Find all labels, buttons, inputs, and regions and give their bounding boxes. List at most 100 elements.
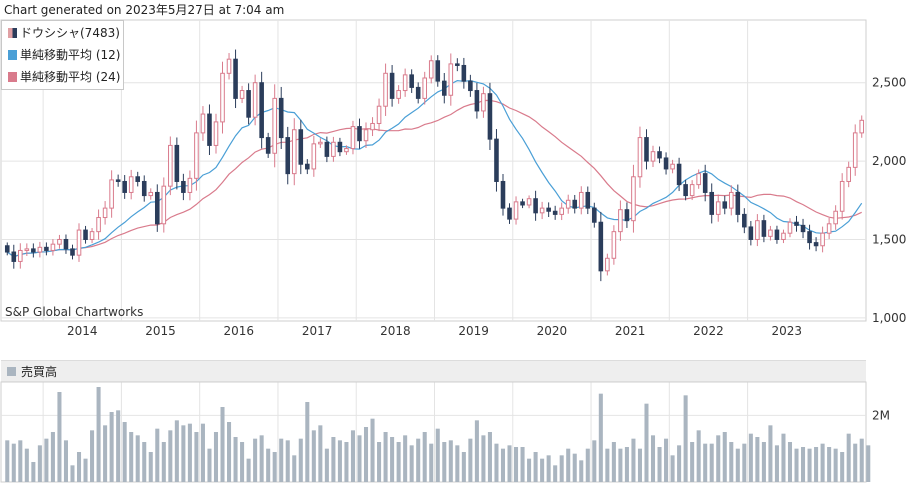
candle-body [618, 209, 623, 233]
volume-bar [213, 432, 219, 482]
year-tick-label: 2022 [693, 324, 724, 338]
volume-bar [853, 443, 858, 482]
year-tick-label: 2016 [224, 324, 255, 338]
volume-bar [540, 458, 545, 482]
volume-bar [546, 455, 551, 482]
candle-body [181, 180, 186, 193]
candle-body [285, 137, 291, 175]
volume-bar [742, 443, 747, 482]
year-tick-label: 2023 [771, 324, 802, 338]
candle-body [70, 248, 75, 256]
price-tick-label: 1,500 [872, 232, 906, 246]
candle-body [252, 82, 258, 118]
volume-bar [377, 442, 382, 482]
volume-bar [500, 448, 506, 482]
candle-body [709, 191, 715, 215]
candle-body [500, 180, 506, 209]
volume-y-axis: 2M [872, 408, 890, 422]
volume-bar [194, 432, 199, 482]
candle-body [813, 242, 819, 247]
volume-bar [50, 432, 55, 482]
volume-bar [520, 447, 525, 482]
candle-body [833, 210, 838, 225]
candle-body [11, 251, 17, 262]
volume-bar [57, 392, 62, 482]
volume-bar [350, 430, 355, 482]
candle-body [220, 72, 225, 123]
volume-bar [461, 452, 466, 482]
price-tick-label: 2,500 [872, 76, 906, 90]
volume-bar [298, 438, 303, 482]
candle-body [787, 221, 793, 234]
candle-body [318, 141, 323, 145]
sma-24-polyline [6, 99, 862, 258]
candle-body [676, 163, 682, 186]
year-tick-label: 2019 [458, 324, 489, 338]
candle-body [422, 77, 428, 99]
legend-label-sma-12: 単純移動平均 (12) [20, 48, 121, 62]
sma-12-line [6, 79, 863, 258]
candle-body [148, 191, 154, 197]
candle-body [650, 151, 656, 162]
candle-body [761, 220, 767, 237]
candle-body [807, 231, 812, 244]
candle-body [728, 191, 734, 209]
volume-bar [840, 452, 845, 482]
volume-bar [474, 420, 479, 482]
price-plot-frame [0, 19, 867, 322]
volume-bar [422, 432, 427, 482]
volume-panel-header: 売買高 [1, 360, 866, 382]
candle-body [748, 226, 754, 240]
candle-body [402, 74, 408, 92]
volume-bar [768, 425, 773, 482]
candle-body [233, 58, 238, 99]
legend-item-sma-12[interactable]: 単純移動平均 (12) [8, 46, 120, 62]
price-tick-label: 1,000 [872, 311, 906, 325]
volume-bar [122, 422, 127, 482]
candle-body [820, 232, 825, 247]
candle-body [670, 163, 675, 170]
legend-item-price[interactable]: ドウシシャ(7483) [8, 24, 120, 40]
candle-body [376, 105, 382, 124]
candle-body [624, 209, 630, 222]
volume-bar [272, 452, 277, 482]
volume-bar [820, 443, 825, 482]
sma-24-line [6, 99, 862, 258]
volume-bar [755, 437, 760, 482]
candle-body [474, 90, 480, 112]
candle-body [31, 248, 36, 253]
volume-bar [37, 445, 42, 482]
candle-body [846, 166, 851, 182]
volume-bar [859, 438, 864, 482]
candle-body [389, 72, 395, 99]
candle-body [631, 176, 636, 222]
volume-bar [683, 395, 688, 482]
volume-bar [148, 452, 153, 482]
volume-bar [292, 455, 297, 482]
candle-body [559, 207, 564, 215]
legend-item-sma-24[interactable]: 単純移動平均 (24) [8, 68, 120, 84]
volume-plot-frame [0, 381, 867, 483]
volume-bar [827, 447, 832, 482]
candle-body [37, 246, 43, 253]
candle-body [859, 119, 865, 134]
candle-swatch-icon [8, 28, 17, 38]
volume-bar [220, 407, 225, 482]
volume-bar [709, 443, 714, 482]
volume-bar [331, 437, 336, 482]
volume-bar [650, 435, 656, 482]
candle-body [324, 141, 330, 157]
candle-body [128, 176, 134, 193]
volume-bars [0, 381, 871, 483]
volume-bar [311, 430, 316, 482]
candle-body [50, 243, 56, 251]
candle-body [174, 144, 180, 182]
chart-legend: ドウシシャ(7483) 単純移動平均 (12) 単純移動平均 (24) [1, 20, 124, 90]
candle-body [291, 129, 297, 175]
year-tick-label: 2021 [615, 324, 646, 338]
candle-body [448, 63, 454, 96]
volume-bar [266, 448, 271, 482]
volume-bar [233, 437, 238, 482]
candle-body [4, 245, 10, 253]
